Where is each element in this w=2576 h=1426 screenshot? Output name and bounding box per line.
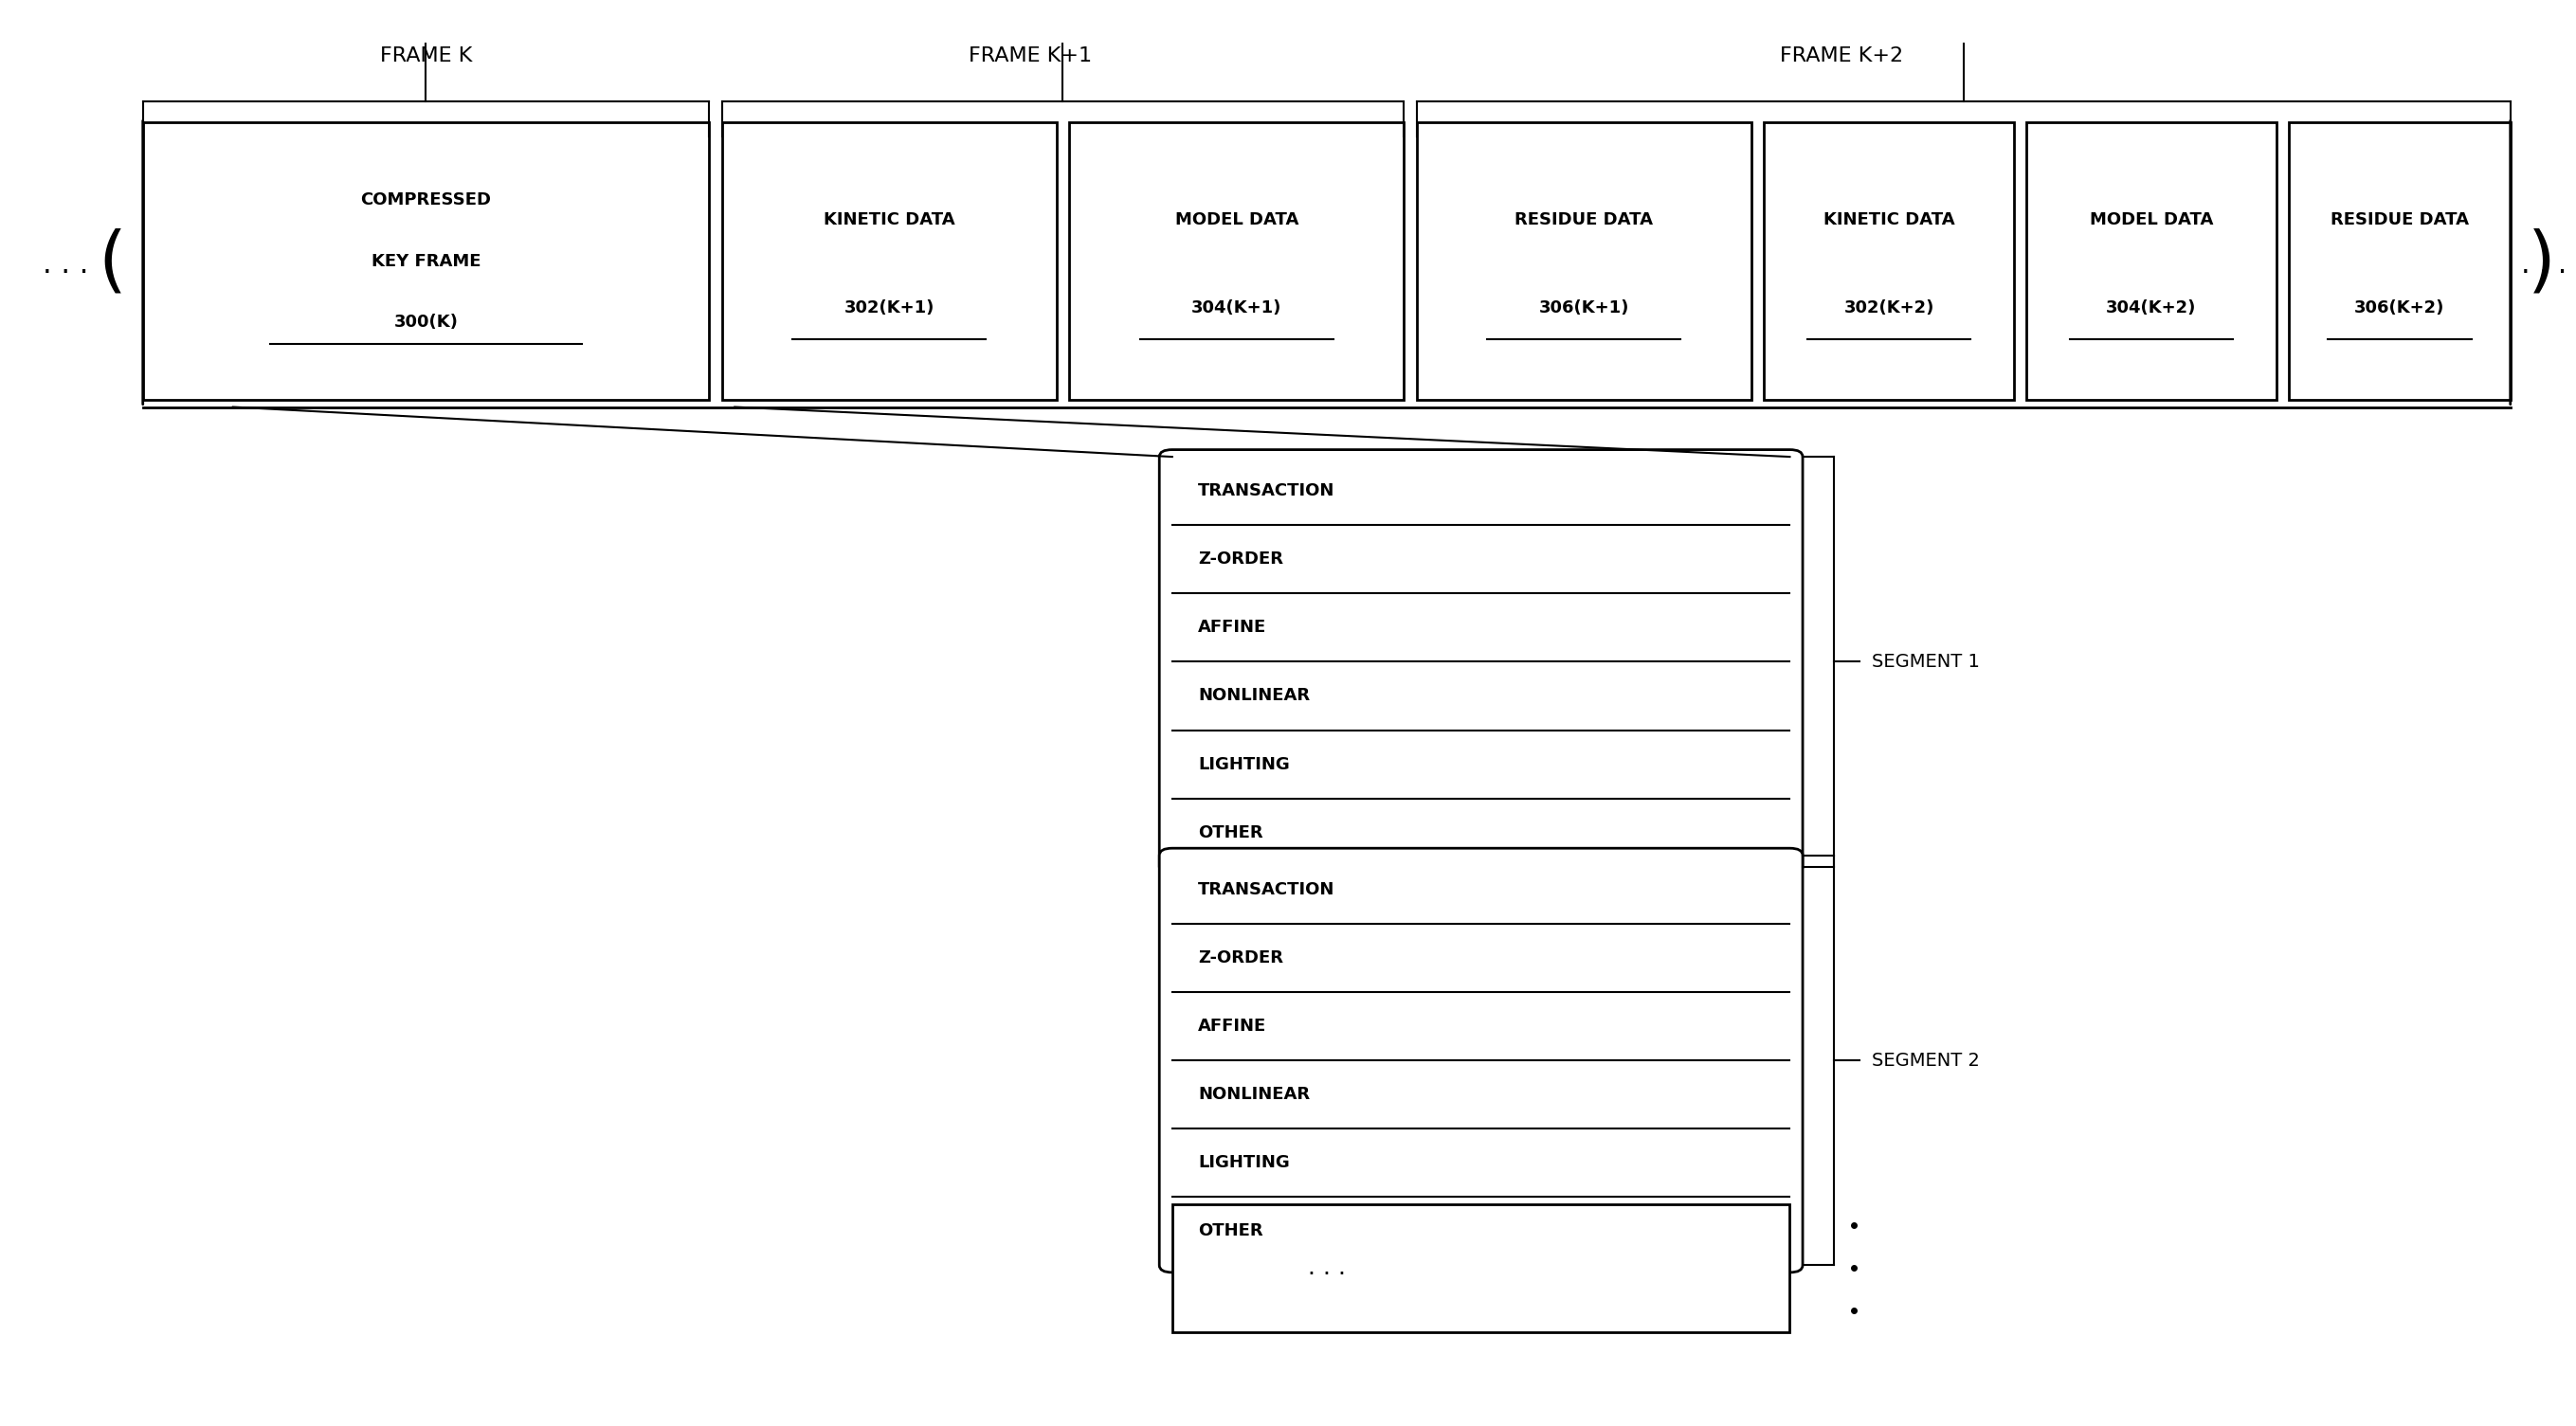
Text: (: ( [98, 227, 126, 298]
Text: LIGHTING: LIGHTING [1198, 1154, 1291, 1171]
Text: TRANSACTION: TRANSACTION [1198, 881, 1334, 898]
Text: AFFINE: AFFINE [1198, 619, 1267, 636]
Text: 302(K+1): 302(K+1) [845, 299, 935, 317]
Bar [2027, 123, 2277, 399]
Text: 300(K): 300(K) [394, 314, 459, 331]
Bar [721, 123, 1056, 399]
Bar [1069, 123, 1404, 399]
Text: ): ) [2527, 227, 2555, 298]
Text: FRAME K+1: FRAME K+1 [969, 47, 1092, 66]
Text: KINETIC DATA: KINETIC DATA [1824, 211, 1955, 228]
Text: Z-ORDER: Z-ORDER [1198, 550, 1283, 568]
Text: FRAME K: FRAME K [379, 47, 471, 66]
Text: LIGHTING: LIGHTING [1198, 756, 1291, 773]
Bar [1417, 123, 1752, 399]
Text: NONLINEAR: NONLINEAR [1198, 1087, 1309, 1102]
Text: 304(K+2): 304(K+2) [2107, 299, 2197, 317]
Text: KINETIC DATA: KINETIC DATA [824, 211, 956, 228]
Text: 302(K+2): 302(K+2) [1844, 299, 1935, 317]
Text: . . .: . . . [44, 251, 88, 278]
Text: RESIDUE DATA: RESIDUE DATA [1515, 211, 1654, 228]
Text: OTHER: OTHER [1198, 1222, 1262, 1239]
Text: SEGMENT 2: SEGMENT 2 [1873, 1051, 1981, 1070]
Bar [1765, 123, 2014, 399]
Text: . . .: . . . [2522, 251, 2566, 278]
Bar [142, 123, 708, 399]
FancyBboxPatch shape [1159, 848, 1803, 1272]
Text: AFFINE: AFFINE [1198, 1018, 1267, 1035]
Text: 306(K+2): 306(K+2) [2354, 299, 2445, 317]
Text: NONLINEAR: NONLINEAR [1198, 687, 1309, 704]
Text: . . .: . . . [1309, 1256, 1345, 1279]
Text: FRAME K+2: FRAME K+2 [1780, 47, 1904, 66]
Text: COMPRESSED: COMPRESSED [361, 191, 492, 208]
Bar [2290, 123, 2512, 399]
Text: MODEL DATA: MODEL DATA [2089, 211, 2213, 228]
Text: OTHER: OTHER [1198, 824, 1262, 841]
Text: 306(K+1): 306(K+1) [1538, 299, 1628, 317]
Text: MODEL DATA: MODEL DATA [1175, 211, 1298, 228]
Bar [1172, 1204, 1790, 1332]
Text: KEY FRAME: KEY FRAME [371, 252, 482, 270]
Text: Z-ORDER: Z-ORDER [1198, 950, 1283, 967]
Text: TRANSACTION: TRANSACTION [1198, 482, 1334, 499]
FancyBboxPatch shape [1159, 449, 1803, 874]
Text: RESIDUE DATA: RESIDUE DATA [2331, 211, 2468, 228]
Text: SEGMENT 1: SEGMENT 1 [1873, 653, 1981, 670]
Text: 304(K+1): 304(K+1) [1190, 299, 1283, 317]
